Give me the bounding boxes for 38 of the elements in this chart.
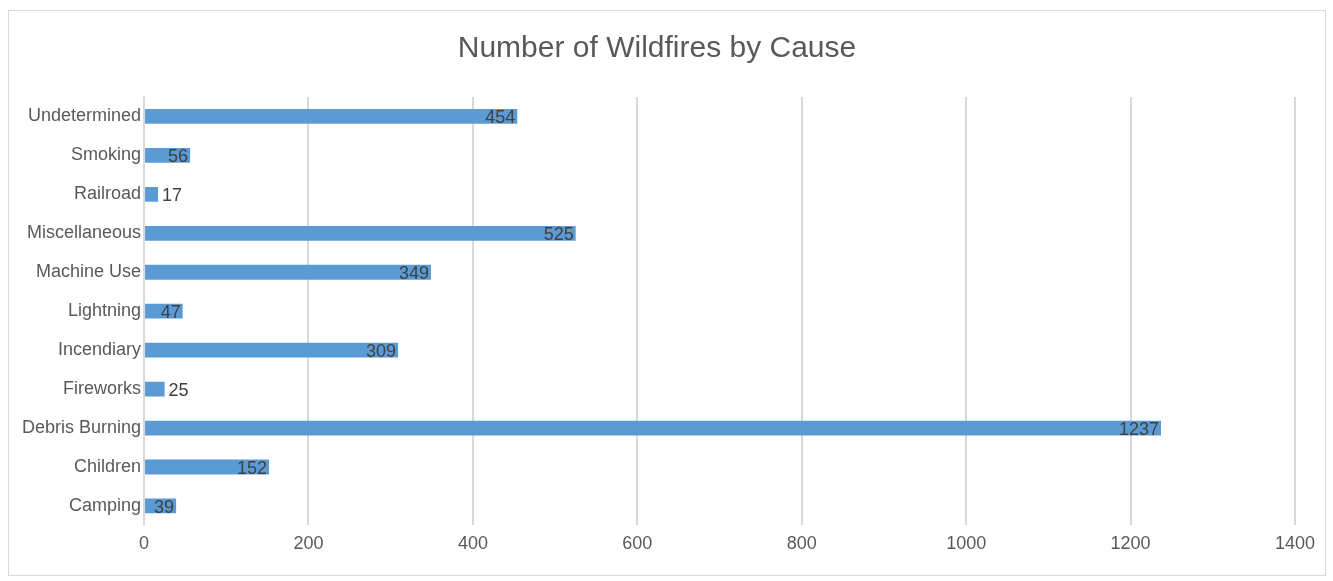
chart-title: Number of Wildfires by Cause <box>457 30 857 64</box>
data-label: 47 <box>160 302 181 323</box>
x-tick-label: 1200 <box>1110 533 1151 554</box>
y-tick-label: Children <box>74 455 142 476</box>
x-tick-label: 1400 <box>1274 533 1316 554</box>
data-label: 349 <box>398 263 429 284</box>
data-label: 525 <box>543 224 574 245</box>
y-tick-label: Lightning <box>67 300 142 321</box>
y-tick-label: Fireworks <box>63 378 142 399</box>
y-tick-label: Camping <box>69 494 142 515</box>
x-tick-label: 800 <box>786 533 817 554</box>
y-tick-label: Undetermined <box>27 105 142 126</box>
y-tick-label: Railroad <box>74 183 142 204</box>
x-tick-label: 600 <box>622 533 653 554</box>
data-label: 17 <box>162 185 183 206</box>
y-tick-label: Machine Use <box>36 261 142 282</box>
y-tick-label: Smoking <box>71 144 142 165</box>
bar <box>145 342 399 358</box>
bar <box>145 420 1161 436</box>
x-tick-label: 400 <box>457 533 488 554</box>
x-tick-label: 0 <box>139 533 150 554</box>
bar <box>145 381 165 397</box>
data-label: 25 <box>168 380 189 401</box>
data-label: 39 <box>154 496 175 517</box>
y-tick-label: Miscellaneous <box>26 222 142 243</box>
data-label: 454 <box>485 107 516 128</box>
data-label: 56 <box>168 146 189 167</box>
y-tick-label: Incendiary <box>57 339 142 360</box>
bar <box>145 186 159 202</box>
x-tick-label: 200 <box>293 533 324 554</box>
bar <box>145 225 576 241</box>
y-tick-label: Debris Burning <box>21 417 142 438</box>
data-label: 309 <box>366 341 397 362</box>
x-tick-label: 1000 <box>946 533 987 554</box>
data-label: 152 <box>236 457 268 478</box>
bar <box>145 109 518 124</box>
data-label: 1237 <box>1118 419 1159 440</box>
bar <box>145 264 431 280</box>
